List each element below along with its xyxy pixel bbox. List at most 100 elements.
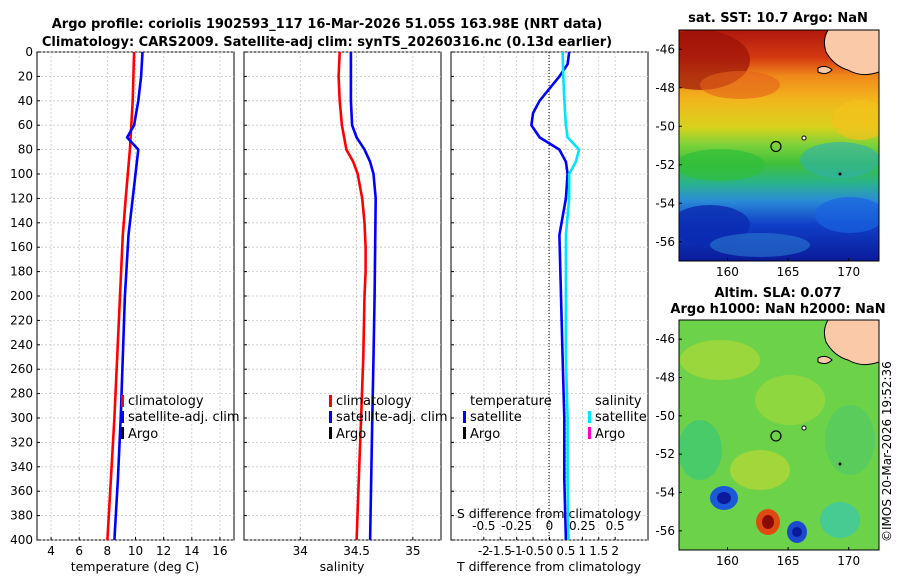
legend-t-argo-swatch bbox=[463, 427, 466, 439]
lat-tick-label: -56 bbox=[655, 524, 675, 538]
new-zealand-landmass bbox=[823, 320, 879, 366]
lat-tick-label: -54 bbox=[655, 486, 675, 500]
series-line-s-satellite bbox=[561, 51, 581, 541]
lat-tick-label: -48 bbox=[655, 81, 675, 95]
salinity-xlabel: salinity bbox=[320, 559, 365, 574]
figure-title-line2: Climatology: CARS2009. Satellite-adj cli… bbox=[42, 35, 612, 50]
y-tick-label: 40 bbox=[18, 94, 33, 108]
sst-map-panel: sat. SST: 10.7 Argo: NaN -46 -48 -50 -52 -54… bbox=[655, 11, 880, 279]
stewart-island bbox=[817, 65, 833, 75]
lon-tick-label: 170 bbox=[837, 265, 860, 279]
legend-s-argo-swatch bbox=[588, 427, 591, 439]
x-tick-label: -1 bbox=[511, 544, 523, 558]
x-tick-label: 16 bbox=[212, 544, 227, 558]
lon-tick-label: 170 bbox=[837, 554, 860, 568]
y-tick-label: 240 bbox=[10, 338, 33, 352]
difference-panel: -2-1.5-1-0.5 0 0.5 1 1.5 2 T difference from … bbox=[450, 51, 649, 574]
legend-t-satellite-swatch bbox=[463, 411, 466, 423]
new-zealand-landmass bbox=[823, 30, 879, 76]
legend-climatology-label: climatology bbox=[336, 394, 412, 409]
sst-heatmap bbox=[679, 30, 879, 261]
series-line-satellite-adj-clim bbox=[113, 51, 144, 541]
legend-satellite-label: satellite-adj. clim bbox=[336, 410, 448, 425]
figure-title-line1: Argo profile: coriolis 1902593_117 16-Ma… bbox=[52, 17, 603, 32]
legend-climatology-label: climatology bbox=[128, 394, 204, 409]
sst-map-frame bbox=[678, 29, 880, 262]
temperature-panel: 0 20 40 60 80 100 120 140 160 180 200 220 240 260 280 3… bbox=[10, 45, 240, 574]
legend-argo-swatch bbox=[329, 427, 332, 439]
sla-heatmap bbox=[679, 320, 879, 550]
y-tick-label: 260 bbox=[10, 362, 33, 376]
x-tick-label: 35 bbox=[405, 544, 420, 558]
y-tick-label: 300 bbox=[10, 411, 33, 425]
sla-map-title-line1: Altim. SLA: 0.077 bbox=[715, 286, 842, 301]
legend-argo-swatch bbox=[121, 427, 124, 439]
sla-map-title-line2: Argo h1000: NaN h2000: NaN bbox=[670, 302, 885, 317]
lat-tick-label: -54 bbox=[655, 196, 675, 210]
campbell-island bbox=[838, 172, 842, 176]
legend-climatology-swatch bbox=[329, 395, 332, 407]
legend-salinity-title: salinity bbox=[595, 394, 642, 409]
temperature-xlabel: temperature (deg C) bbox=[71, 559, 200, 574]
legend-satellite-swatch bbox=[329, 411, 332, 423]
x-tick-label: 4 bbox=[47, 544, 55, 558]
lon-tick-label: 165 bbox=[777, 265, 800, 279]
lon-tick-label: 160 bbox=[716, 554, 739, 568]
imos-credit: ©IMOS 20-Mar-2026 19:52:36 bbox=[880, 361, 894, 542]
legend-t-argo-label: Argo bbox=[470, 427, 500, 442]
lon-tick-label: 165 bbox=[777, 554, 800, 568]
y-tick-label: 0 bbox=[25, 45, 33, 59]
x-tick-label: 2 bbox=[611, 544, 619, 558]
salinity-panel: 34 34.5 35 salinity climatology satellite-… bbox=[243, 51, 448, 574]
lat-tick-label: -52 bbox=[655, 447, 675, 461]
lat-tick-label: -56 bbox=[655, 235, 675, 249]
top-tick-label: 0 bbox=[546, 519, 554, 533]
x-tick-label: 34.5 bbox=[343, 544, 370, 558]
y-tick-label: 360 bbox=[10, 484, 33, 498]
difference-top-xlabel: S difference from climatology bbox=[457, 506, 642, 521]
lat-tick-label: -46 bbox=[655, 42, 675, 56]
y-tick-label: 340 bbox=[10, 460, 33, 474]
legend-t-satellite-label: satellite bbox=[470, 410, 522, 425]
y-tick-label: 20 bbox=[18, 69, 33, 83]
stewart-island bbox=[817, 355, 833, 365]
y-tick-label: 160 bbox=[10, 240, 33, 254]
x-tick-label: -1.5 bbox=[489, 544, 512, 558]
x-tick-label: 1.5 bbox=[589, 544, 608, 558]
y-tick-label: 200 bbox=[10, 289, 33, 303]
x-tick-label: 8 bbox=[104, 544, 112, 558]
sla-map-panel: Altim. SLA: 0.077 Argo h1000: NaN h2000:… bbox=[655, 286, 885, 568]
x-tick-label: -0.5 bbox=[521, 544, 544, 558]
sst-map-title: sat. SST: 10.7 Argo: NaN bbox=[688, 11, 868, 26]
x-tick-label: 0 bbox=[546, 544, 554, 558]
salinity-legend: climatology satellite-adj. clim Argo bbox=[329, 394, 448, 442]
lat-tick-label: -48 bbox=[655, 371, 675, 385]
lat-tick-label: -46 bbox=[655, 332, 675, 346]
lat-tick-label: -50 bbox=[655, 409, 675, 423]
y-tick-label: 80 bbox=[18, 143, 33, 157]
y-tick-label: 400 bbox=[10, 533, 33, 547]
y-tick-label: 220 bbox=[10, 313, 33, 327]
x-tick-label: -2 bbox=[478, 544, 490, 558]
auckland-islands bbox=[801, 425, 807, 431]
legend-s-argo-label: Argo bbox=[595, 427, 625, 442]
lat-tick-label: -50 bbox=[655, 119, 675, 133]
x-tick-label: 0.5 bbox=[556, 544, 575, 558]
x-tick-label: 10 bbox=[128, 544, 143, 558]
y-tick-label: 280 bbox=[10, 387, 33, 401]
x-tick-label: 6 bbox=[75, 544, 83, 558]
legend-argo-label: Argo bbox=[336, 427, 366, 442]
legend-satellite-swatch bbox=[121, 411, 124, 423]
y-tick-label: 380 bbox=[10, 509, 33, 523]
argo-position-marker bbox=[770, 430, 782, 442]
top-tick-label: 0.5 bbox=[606, 519, 625, 533]
top-tick-label: 0.25 bbox=[569, 519, 596, 533]
legend-climatology-swatch bbox=[121, 395, 124, 407]
y-tick-label: 100 bbox=[10, 167, 33, 181]
lon-tick-label: 160 bbox=[716, 265, 739, 279]
legend-s-satellite-label: satellite bbox=[595, 410, 647, 425]
top-tick-label: -0.25 bbox=[501, 519, 532, 533]
y-tick-label: 120 bbox=[10, 191, 33, 205]
top-tick-label: -0.5 bbox=[472, 519, 495, 533]
